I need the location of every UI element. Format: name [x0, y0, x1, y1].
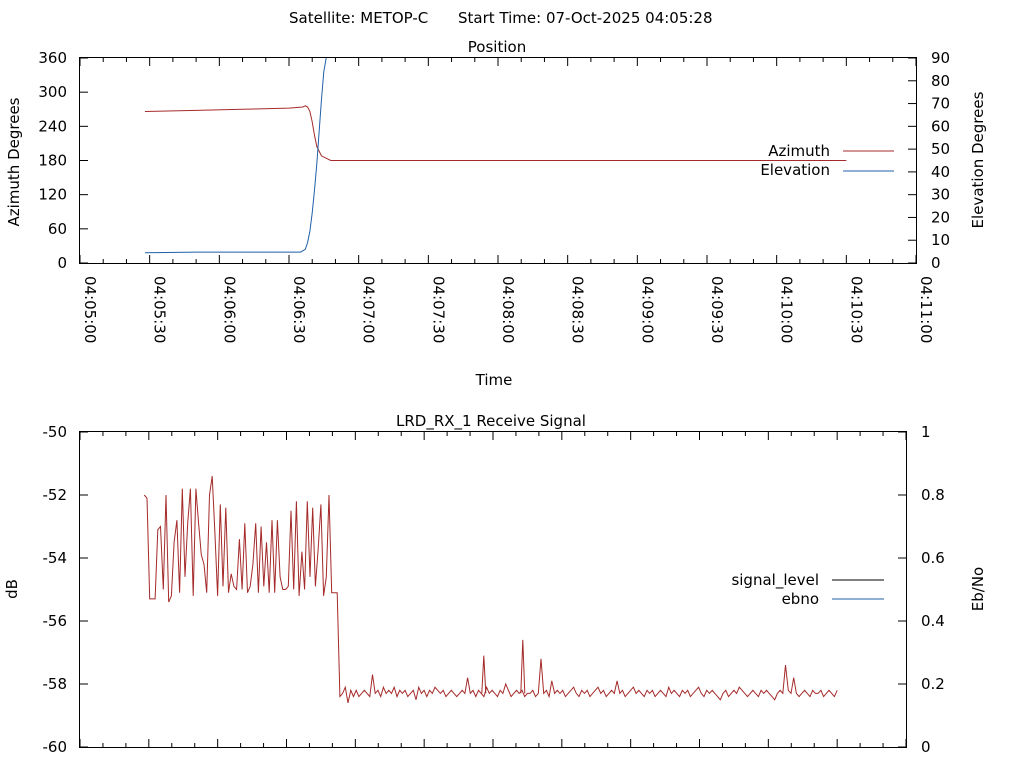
y2-tick-label: 0.6	[921, 549, 945, 567]
receive-signal-spike	[520, 639, 526, 694]
x-tick-label: 04:06:00	[220, 276, 238, 343]
x-tick-label: 04:05:00	[81, 276, 99, 343]
position-chart: Position 0 60 120 180 240 300 360 0 10 20 30 40 50 60…	[5, 38, 987, 389]
y2-tick-label: 30	[931, 186, 950, 204]
x-tick-label: 04:11:00	[917, 276, 935, 343]
y2-tick-label: 80	[931, 72, 950, 90]
receive-plot-frame	[79, 431, 907, 748]
y2-tick-label: 0.4	[921, 612, 945, 630]
y2-tick-label: 0	[931, 254, 941, 272]
position-chart-title: Position	[468, 38, 526, 56]
y-tick-label: -50	[43, 423, 68, 441]
position-series	[144, 57, 847, 254]
y2-tick-label: 70	[931, 95, 950, 113]
x-tick-label: 04:09:00	[638, 276, 656, 343]
series-line-azimuth	[144, 105, 847, 161]
y2-tick-label: 0.2	[921, 675, 945, 693]
y-tick-label: 60	[48, 220, 67, 238]
receive-legend: signal_level ebno	[731, 571, 884, 608]
y2-tick-label: 40	[931, 163, 950, 181]
y2-tick-label: 0	[921, 738, 931, 756]
x-tick-label: 04:10:30	[847, 276, 865, 343]
receive-chart-title: LRD_RX_1 Receive Signal	[396, 412, 586, 431]
receive-signal-trace	[143, 476, 838, 704]
receive-y2-axis-label: Eb/No	[969, 567, 987, 611]
position-y-axis-label: Azimuth Degrees	[5, 97, 23, 226]
legend-azimuth-label: Azimuth	[768, 142, 830, 160]
x-tick-label: 04:05:30	[151, 276, 169, 343]
x-tick-label: 04:10:00	[778, 276, 796, 343]
y-tick-label: -58	[43, 675, 68, 693]
y-tick-label: 300	[38, 83, 67, 101]
y-tick-label: 0	[57, 254, 67, 272]
receive-ticks: -60 -58 -56 -54 -52 -50 0 0.2 0.4 0.6 0.8 1	[43, 423, 945, 756]
y-tick-label: -54	[43, 549, 68, 567]
y2-tick-label: 0.8	[921, 486, 945, 504]
start-time-label: Start Time: 07-Oct-2025 04:05:28	[458, 9, 713, 27]
y2-tick-label: 60	[931, 117, 950, 135]
y-tick-label: -56	[43, 612, 68, 630]
position-ticks: 0 60 120 180 240 300 360 0 10 20 30 40 50 60 70 80 90 04:…	[38, 49, 950, 343]
x-tick-label: 04:08:00	[499, 276, 517, 343]
y-tick-label: 240	[38, 117, 67, 135]
position-x-axis-label: Time	[475, 371, 513, 389]
y2-tick-label: 90	[931, 49, 950, 67]
y2-tick-label: 50	[931, 140, 950, 158]
series-line-elevation	[144, 57, 327, 254]
legend-elevation-label: Elevation	[760, 161, 830, 179]
x-tick-label: 04:09:30	[708, 276, 726, 343]
y-tick-label: 360	[38, 49, 67, 67]
position-legend: Azimuth Elevation	[760, 142, 894, 179]
x-tick-label: 04:08:30	[569, 276, 587, 343]
x-tick-label: 04:06:30	[290, 276, 308, 343]
receive-series	[143, 476, 838, 704]
receive-signal-chart: LRD_RX_1 Receive Signal -60-58-56-54-52-…	[3, 412, 987, 756]
x-tick-label: 04:07:30	[429, 276, 447, 343]
legend-signal-level-label: signal_level	[731, 571, 819, 590]
satellite-label: Satellite: METOP-C	[289, 9, 428, 27]
y-tick-label: 180	[38, 152, 67, 170]
x-tick-label: 04:07:00	[360, 276, 378, 343]
y-tick-label: -52	[43, 486, 68, 504]
y-tick-label: -60	[43, 738, 68, 756]
legend-ebno-label: ebno	[782, 590, 819, 608]
position-plot-frame	[79, 57, 917, 264]
receive-signal-spike	[481, 655, 487, 694]
y2-tick-label: 20	[931, 208, 950, 226]
position-y2-axis-label: Elevation Degrees	[969, 91, 987, 228]
y-tick-label: 120	[38, 186, 67, 204]
y2-tick-label: 10	[931, 231, 950, 249]
y2-tick-label: 1	[921, 423, 931, 441]
receive-y-axis-label: dB	[3, 579, 21, 599]
